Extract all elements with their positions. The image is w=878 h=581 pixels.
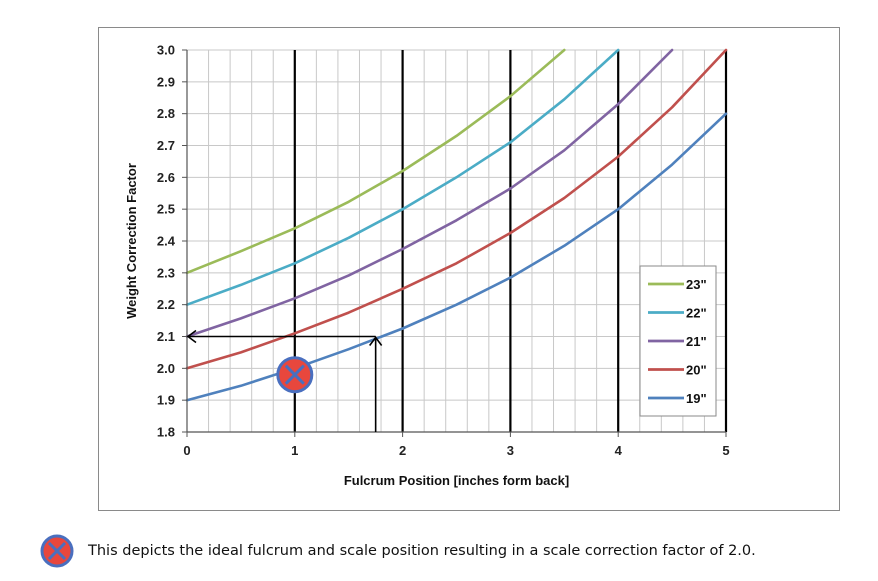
x-tick-label: 3 <box>507 443 514 458</box>
legend-label: 19" <box>686 391 707 406</box>
x-axis-title: Fulcrum Position [inches form back] <box>344 473 569 488</box>
series-line <box>185 48 728 370</box>
fulcrum-chart: 1.8 1.9 2.0 2.1 2.2 2.3 2.4 2.5 2.6 2.7 2.8 2.9 3.0 0… <box>124 43 730 489</box>
caption-text: This depicts the ideal fulcrum and scale… <box>88 543 756 559</box>
legend-label: 23" <box>686 277 707 292</box>
y-tick-label: 1.9 <box>157 393 175 408</box>
y-tick-label: 2.0 <box>157 361 175 376</box>
x-tick-label: 4 <box>615 443 623 458</box>
annotations <box>186 329 383 432</box>
series-line <box>185 48 620 306</box>
x-tick-label: 2 <box>399 443 406 458</box>
legend: 23" 22" 21" 20" 19" <box>639 265 717 417</box>
caption: This depicts the ideal fulcrum and scale… <box>40 534 756 568</box>
y-tick-label: 2.1 <box>157 329 175 344</box>
y-tick-label: 1.8 <box>157 425 175 440</box>
legend-label: 21" <box>686 334 707 349</box>
arrowhead-up <box>369 336 383 346</box>
chart-frame: 1.8 1.9 2.0 2.1 2.2 2.3 2.4 2.5 2.6 2.7 2.8 2.9 3.0 0… <box>98 27 840 511</box>
axes: 1.8 1.9 2.0 2.1 2.2 2.3 2.4 2.5 2.6 2.7 2.8 2.9 3.0 0… <box>157 43 730 459</box>
arrowhead-left <box>186 329 197 344</box>
y-tick-label: 2.8 <box>157 106 175 121</box>
y-tick-label: 2.9 <box>157 74 175 89</box>
legend-label: 22" <box>686 306 707 321</box>
y-tick-label: 2.7 <box>157 138 175 153</box>
x-tick-label: 1 <box>291 443 298 458</box>
y-tick-label: 2.4 <box>157 234 176 249</box>
legend-label: 20" <box>686 363 707 378</box>
y-tick-label: 2.3 <box>157 265 175 280</box>
series-line <box>185 48 566 275</box>
y-tick-label: 2.6 <box>157 170 175 185</box>
marker-legend-icon <box>40 534 74 568</box>
x-tick-label: 0 <box>183 443 190 458</box>
y-tick-label: 2.2 <box>157 297 175 312</box>
x-tick-label: 5 <box>722 443 729 458</box>
series-line <box>185 48 674 338</box>
y-axis-title: Weight Correction Factor <box>124 163 139 319</box>
y-tick-label: 2.5 <box>157 202 175 217</box>
marker-cross <box>284 364 305 385</box>
y-tick-label: 3.0 <box>157 43 175 58</box>
